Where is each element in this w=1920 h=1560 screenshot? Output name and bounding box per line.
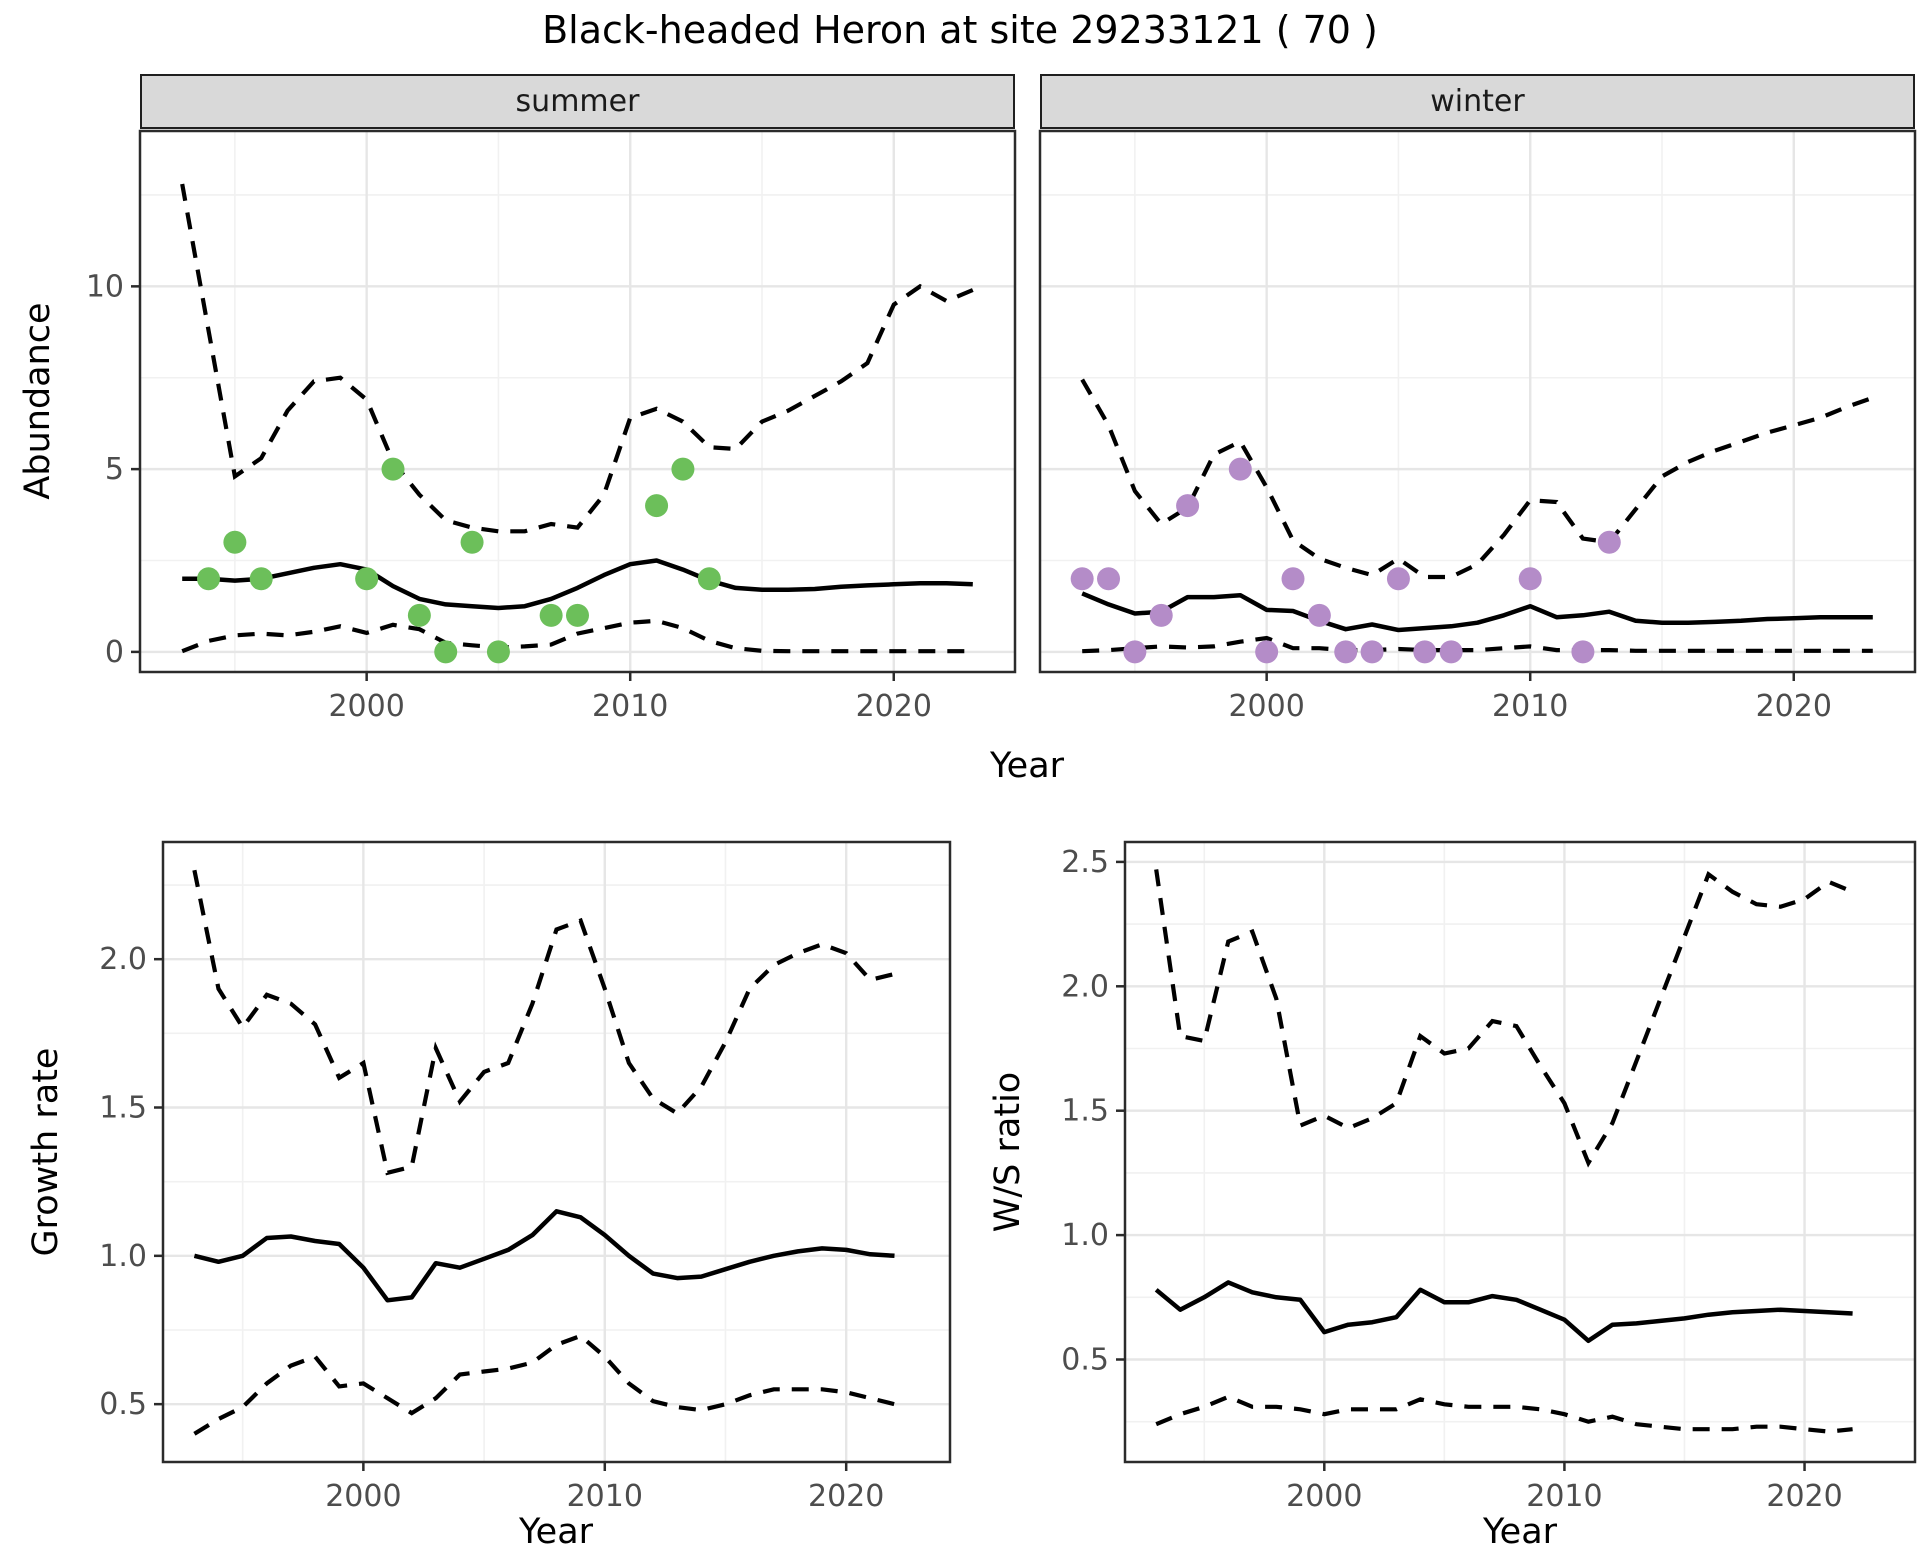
summer-fit-line [182, 558, 973, 611]
winter-data-point [1228, 457, 1252, 481]
y-tick-label: 1.5 [99, 1091, 147, 1126]
y-tick-label: 1.0 [1061, 1218, 1109, 1253]
summer-data-point [645, 494, 669, 518]
winter-panel-bg [1040, 131, 1915, 672]
winter-data-point [1307, 603, 1331, 627]
ws-ratio-panel-border [1123, 840, 1917, 1464]
y-tick-label: 0 [105, 635, 124, 670]
growth-rate-lower-ci-line [193, 1333, 896, 1436]
x-tick-label: 2020 [1756, 689, 1832, 724]
summer-data-point [381, 457, 405, 481]
winter-data-point [1360, 640, 1384, 664]
winter-data-point [1413, 640, 1437, 664]
winter-panel-border [1038, 129, 1917, 674]
y-tick-label: 5 [105, 452, 124, 487]
summer-panel-border [138, 129, 1017, 674]
x-tick-label: 2000 [328, 689, 404, 724]
winter-data-point [1176, 494, 1200, 518]
winter-data-point [1439, 640, 1463, 664]
y-tick-label: 2.5 [1061, 845, 1109, 880]
ws-ratio-axis-title: W/S ratio [988, 1071, 1028, 1233]
top-year-axis-title: Year [989, 746, 1065, 786]
summer-data-point [539, 603, 563, 627]
growth-rate-panel-border [161, 840, 952, 1464]
summer-lower-ci-line [181, 618, 973, 654]
facet-strip-summer: summer [140, 74, 1015, 129]
ws-ratio-fit-line [1154, 1280, 1853, 1344]
summer-data-point [223, 530, 247, 554]
growth-rate-upper-ci-line [192, 869, 895, 1176]
summer-data-point [697, 567, 721, 591]
winter-data-point [1149, 603, 1173, 627]
growth-rate-axis-title: Growth rate [26, 1047, 66, 1257]
summer-data-point [407, 603, 431, 627]
ws-ratio-panel-bg [1125, 842, 1915, 1462]
x-tick-label: 2000 [1228, 689, 1304, 724]
winter-data-point [1597, 530, 1621, 554]
summer-data-point [355, 567, 379, 591]
y-tick-label: 0.5 [99, 1387, 147, 1422]
summer-panel-bg [140, 131, 1015, 672]
summer-data-point [249, 567, 273, 591]
x-tick-label: 2010 [1492, 689, 1568, 724]
y-tick-label: 2.0 [99, 942, 147, 977]
x-tick-label: 2010 [592, 689, 668, 724]
y-tick-label: 0.5 [1061, 1342, 1109, 1377]
x-tick-label: 2010 [1526, 1479, 1602, 1514]
winter-data-point [1281, 567, 1305, 591]
y-tick-label: 2.0 [1061, 969, 1109, 1004]
winter-fit-line [1081, 591, 1873, 633]
ws-year-axis-title: Year [1482, 1512, 1558, 1552]
winter-data-point [1123, 640, 1147, 664]
abundance-axis-title: Abundance [18, 302, 58, 500]
winter-data-point [1097, 567, 1121, 591]
winter-data-point [1255, 640, 1279, 664]
ws-ratio-lower-ci-line [1155, 1394, 1853, 1434]
summer-data-point [197, 567, 221, 591]
y-tick-label: 10 [86, 269, 124, 304]
growth-year-axis-title: Year [518, 1512, 594, 1552]
facet-strip-summer-label: summer [515, 84, 640, 119]
x-tick-label: 2000 [325, 1479, 401, 1514]
summer-data-point [486, 640, 510, 664]
summer-data-point [460, 530, 484, 554]
winter-data-point [1334, 640, 1358, 664]
y-tick-label: 1.0 [99, 1239, 147, 1274]
winter-data-point [1070, 567, 1094, 591]
plot-title: Black-headed Heron at site 29233121 ( 70… [542, 8, 1378, 52]
winter-lower-ci-line [1082, 635, 1873, 654]
summer-data-point [566, 603, 589, 627]
y-tick-label: 1.5 [1061, 1094, 1109, 1129]
x-tick-label: 2020 [856, 689, 932, 724]
x-tick-label: 2000 [1286, 1479, 1362, 1514]
growth-rate-panel-bg [163, 842, 950, 1462]
winter-data-point [1518, 567, 1542, 591]
winter-data-point [1571, 640, 1595, 664]
winter-data-point [1386, 567, 1410, 591]
facet-strip-winter: winter [1040, 74, 1915, 129]
x-tick-label: 2010 [567, 1479, 643, 1514]
growth-rate-fit-line [193, 1209, 895, 1303]
x-tick-label: 2020 [1766, 1479, 1842, 1514]
summer-upper-ci-line [180, 183, 974, 534]
summer-data-point [434, 640, 458, 664]
facet-strip-winter-label: winter [1430, 84, 1525, 119]
ws-ratio-upper-ci-line [1154, 869, 1854, 1168]
x-tick-label: 2020 [808, 1479, 884, 1514]
summer-data-point [671, 457, 695, 481]
